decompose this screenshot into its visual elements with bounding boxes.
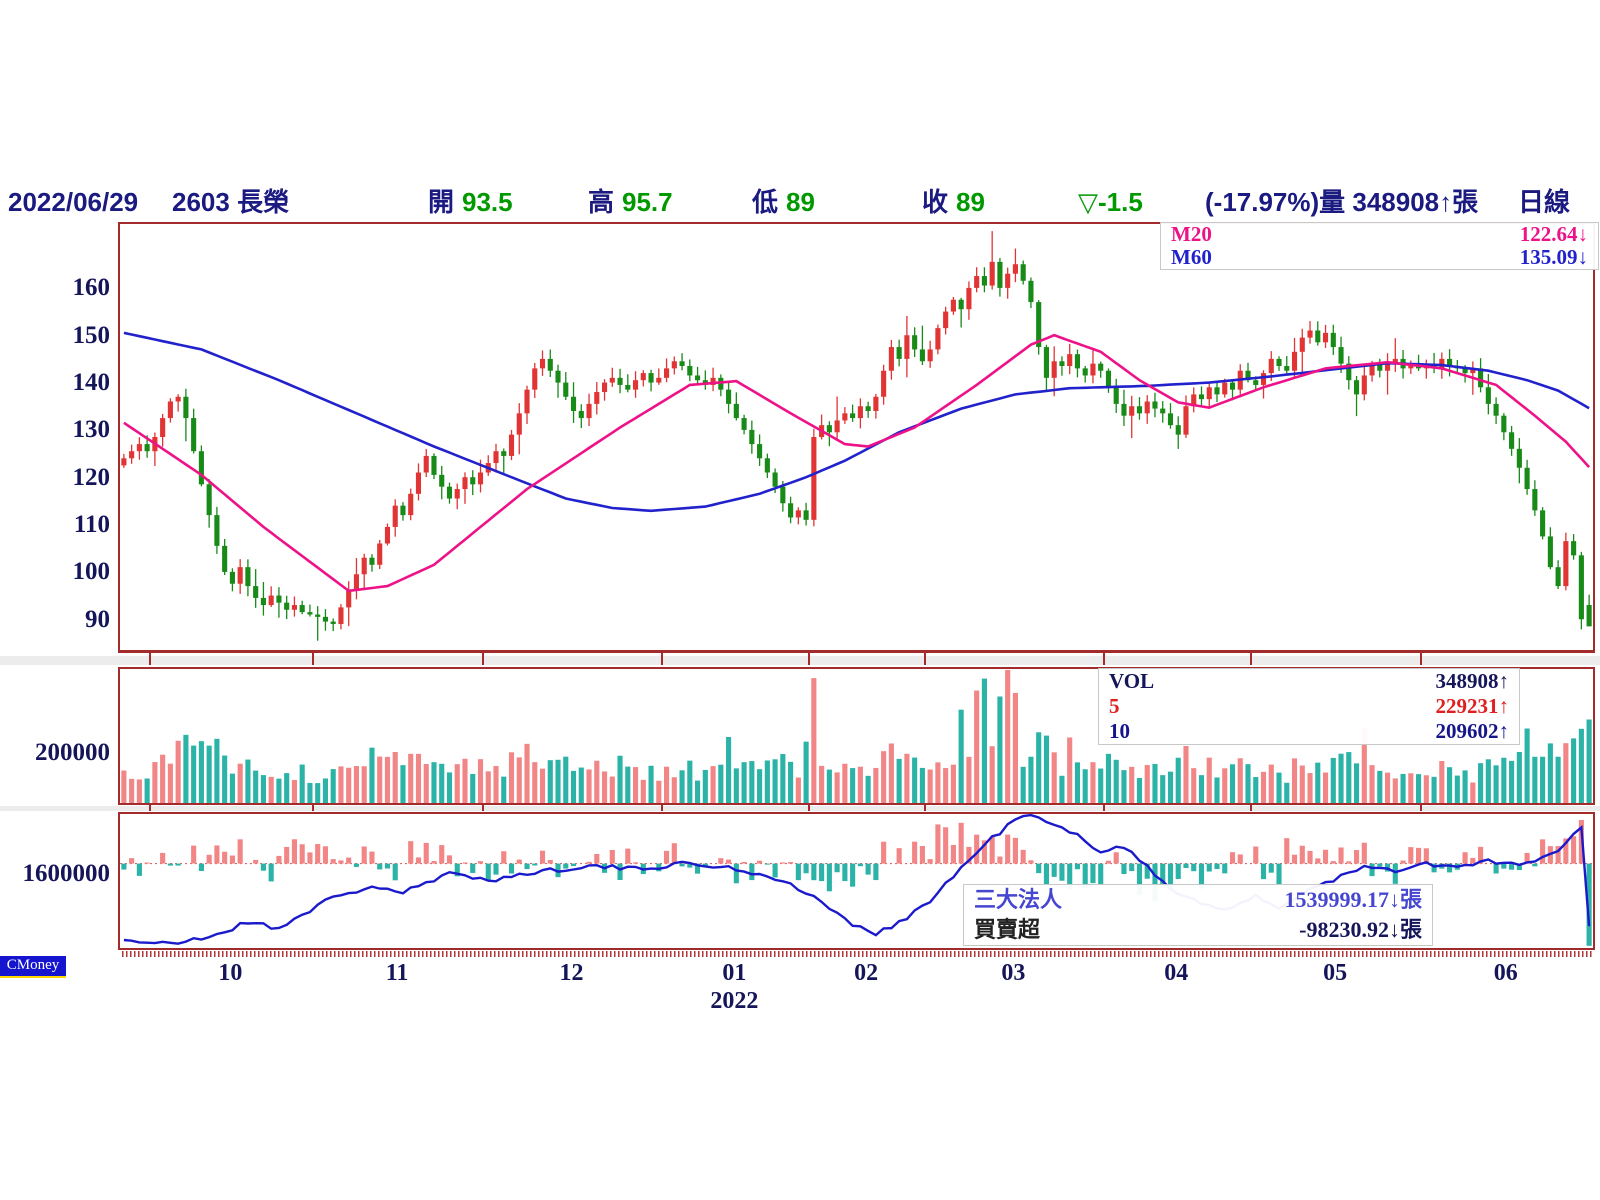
month-boundary-tick xyxy=(149,803,151,811)
vol-legend-label: VOL xyxy=(1109,669,1155,693)
panel-gap xyxy=(0,656,1600,665)
close-field: 收 89 xyxy=(922,186,985,218)
price-axis-label: 120 xyxy=(72,463,111,491)
volume-axis-label: 200000 xyxy=(35,739,110,767)
panel-gap xyxy=(0,806,1600,811)
open-value: 93.5 xyxy=(462,187,513,217)
year-axis-label: 2022 xyxy=(710,988,759,1014)
month-boundary-tick xyxy=(482,803,485,811)
price-axis-label: 140 xyxy=(72,368,111,396)
month-boundary-tick xyxy=(924,651,927,665)
vol-legend-label: 5 xyxy=(1109,694,1120,718)
month-boundary-tick xyxy=(807,803,810,811)
price-axis-label: 110 xyxy=(73,510,110,538)
price-axis-label: 100 xyxy=(72,558,111,586)
month-axis-label: 03 xyxy=(1001,960,1026,986)
month-boundary-tick xyxy=(1249,651,1252,665)
institutional-legend: 三大法人 1539999.17↓張 買賣超 -98230.92↓張 xyxy=(963,884,1433,946)
institutional-chart[interactable] xyxy=(120,813,1593,966)
month-axis-label: 04 xyxy=(1164,960,1189,986)
volume-legend: VOL 348908↑ 5 229231↑ 10 209602↑ xyxy=(1098,668,1520,745)
cmoney-logo[interactable]: CMoney xyxy=(0,956,66,978)
stock-code-name: 2603 長榮 xyxy=(172,187,290,217)
month-boundary-tick xyxy=(1420,651,1423,665)
vol-legend-value: 209602↑ xyxy=(1435,719,1510,743)
inst-row2-value: -98230.92↓張 xyxy=(1299,917,1422,942)
month-boundary-tick xyxy=(311,803,314,811)
ma-legend: M20 122.64↓ M60 135.09↓ xyxy=(1160,222,1599,270)
pct-volume: (-17.97%)量 348908↑張 xyxy=(1205,187,1479,217)
vol-legend-value: 229231↑ xyxy=(1435,694,1510,718)
period-label[interactable]: 日線 xyxy=(1518,187,1571,217)
vol-legend-label: 10 xyxy=(1109,719,1130,743)
month-boundary-tick xyxy=(660,803,663,811)
high-label: 高 xyxy=(588,187,615,217)
quote-date: 2022/06/29 xyxy=(8,187,139,217)
month-boundary-tick xyxy=(1420,803,1423,811)
vol-legend-value: 348908↑ xyxy=(1435,669,1510,693)
m60-label: M60 xyxy=(1171,245,1212,269)
month-boundary-tick xyxy=(924,803,927,811)
month-axis-label: 05 xyxy=(1323,960,1348,986)
month-axis-label: 06 xyxy=(1493,960,1518,986)
candlestick-chart[interactable] xyxy=(120,224,1593,650)
m20-value: 122.64↓ xyxy=(1519,222,1588,246)
inst-row1-value: 1539999.17↓張 xyxy=(1284,887,1422,912)
low-label: 低 xyxy=(752,187,779,217)
x-axis-ruler xyxy=(122,951,1593,957)
price-axis-label: 90 xyxy=(85,605,110,633)
inst-row2-label: 買賣超 xyxy=(974,917,1041,942)
close-label: 收 xyxy=(922,187,949,217)
month-boundary-tick xyxy=(807,651,810,665)
low-value: 89 xyxy=(786,187,815,217)
month-boundary-tick xyxy=(1249,803,1252,811)
inst-row1-label: 三大法人 xyxy=(974,887,1063,912)
volume-chart[interactable] xyxy=(120,669,1593,803)
month-boundary-tick xyxy=(1102,651,1105,665)
price-axis-label: 150 xyxy=(72,321,111,349)
open-field: 開 93.5 xyxy=(428,186,513,218)
inst-axis-label: 1600000 xyxy=(22,859,111,887)
m60-value: 135.09↓ xyxy=(1519,245,1588,269)
month-boundary-tick xyxy=(149,651,151,665)
price-axis-label: 130 xyxy=(72,416,111,444)
month-axis-label: 01 xyxy=(722,960,747,986)
month-boundary-tick xyxy=(482,651,485,665)
month-axis-label: 11 xyxy=(385,960,409,986)
month-axis-label: 10 xyxy=(218,960,243,986)
change-value: ▽-1.5 xyxy=(1078,187,1143,217)
open-label: 開 xyxy=(428,187,455,217)
month-axis-label: 12 xyxy=(559,960,584,986)
month-boundary-tick xyxy=(1102,803,1105,811)
high-value: 95.7 xyxy=(622,187,673,217)
low-field: 低 89 xyxy=(752,186,815,218)
month-boundary-tick xyxy=(660,651,663,665)
month-boundary-tick xyxy=(311,651,314,665)
month-axis-label: 02 xyxy=(854,960,879,986)
close-value: 89 xyxy=(956,187,985,217)
m20-label: M20 xyxy=(1171,222,1212,246)
high-field: 高 95.7 xyxy=(588,186,673,218)
price-axis-label: 160 xyxy=(72,274,111,302)
price-chart-panel[interactable] xyxy=(118,222,1595,653)
